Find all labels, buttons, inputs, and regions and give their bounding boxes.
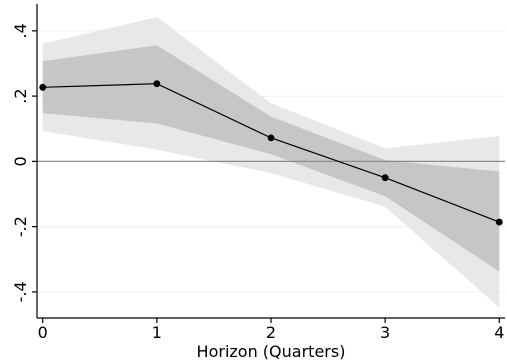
data-point [267, 134, 275, 142]
tick-labels: -.4 -.2 0 .2 .4 0 1 2 3 4 [11, 23, 504, 342]
x-tick-label: 2 [266, 323, 276, 342]
axes [32, 4, 505, 323]
x-tick-label: 3 [380, 323, 390, 342]
y-tick-label: -.4 [11, 281, 30, 302]
inner-confidence-band [42, 45, 500, 272]
y-tick-label: .2 [11, 88, 30, 103]
data-point [495, 218, 503, 226]
data-point [153, 80, 161, 88]
data-point [381, 174, 389, 182]
x-tick-label: 1 [152, 323, 162, 342]
series-markers [39, 80, 503, 226]
x-tick-label: 4 [494, 323, 504, 342]
x-axis-title: Horizon (Quarters) [197, 342, 346, 361]
y-tick-label: 0 [11, 156, 30, 166]
y-tick-label: .4 [11, 23, 30, 38]
x-tick-label: 0 [38, 323, 48, 342]
y-tick-label: -.2 [11, 216, 30, 237]
confidence-bands [42, 17, 500, 308]
data-point [39, 83, 47, 91]
